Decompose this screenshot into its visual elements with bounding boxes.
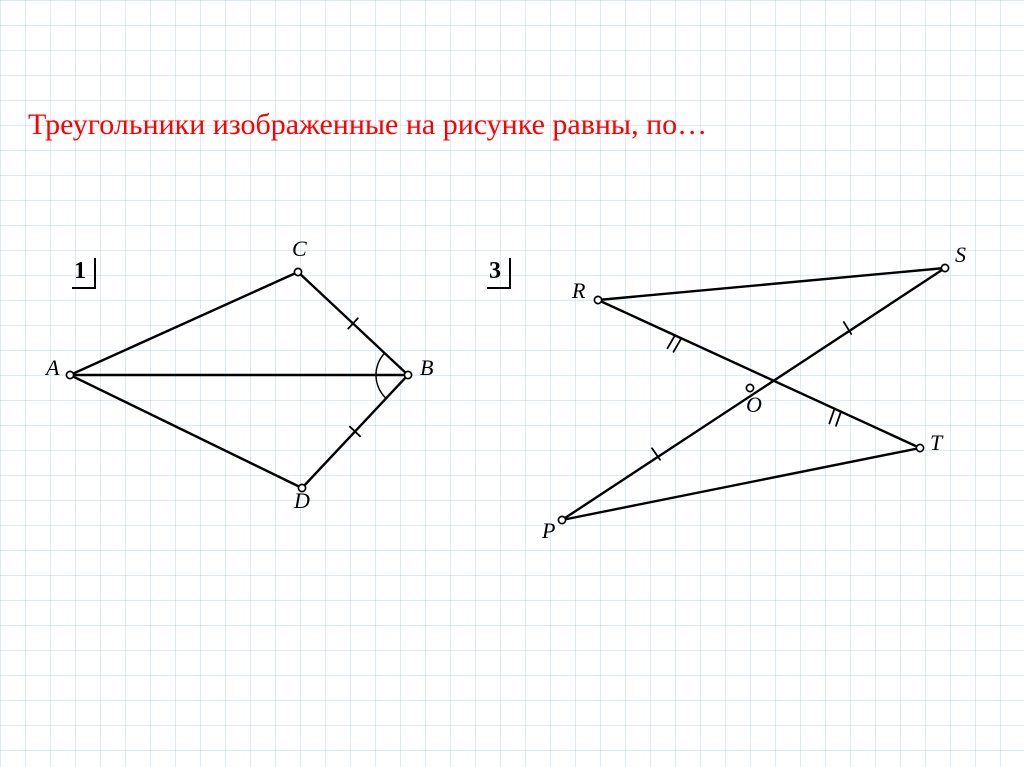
point-label-R: R bbox=[572, 278, 585, 304]
geometry-canvas bbox=[0, 0, 1024, 767]
vertex bbox=[746, 384, 753, 391]
vertex bbox=[294, 268, 301, 275]
vertex bbox=[558, 516, 565, 523]
angle-arc bbox=[376, 375, 386, 398]
edge bbox=[598, 268, 945, 300]
point-label-T: T bbox=[930, 430, 942, 456]
point-label-P: P bbox=[542, 518, 555, 544]
point-label-D: D bbox=[294, 488, 310, 514]
vertex bbox=[594, 296, 601, 303]
page: { "title": { "text": "Треугольники изобр… bbox=[0, 0, 1024, 767]
point-label-B: B bbox=[420, 355, 433, 381]
point-label-S: S bbox=[955, 242, 966, 268]
angle-arc bbox=[376, 353, 385, 375]
edge bbox=[836, 413, 841, 426]
vertex bbox=[404, 371, 411, 378]
edge bbox=[674, 340, 681, 352]
point-label-C: C bbox=[292, 236, 307, 262]
edge bbox=[598, 300, 920, 448]
point-label-O: O bbox=[746, 392, 762, 418]
vertex bbox=[941, 264, 948, 271]
edge bbox=[70, 272, 298, 375]
point-label-A: A bbox=[46, 355, 59, 381]
vertex bbox=[66, 371, 73, 378]
edge bbox=[667, 336, 674, 348]
edge bbox=[70, 375, 302, 488]
vertex bbox=[916, 444, 923, 451]
edge bbox=[829, 410, 834, 423]
